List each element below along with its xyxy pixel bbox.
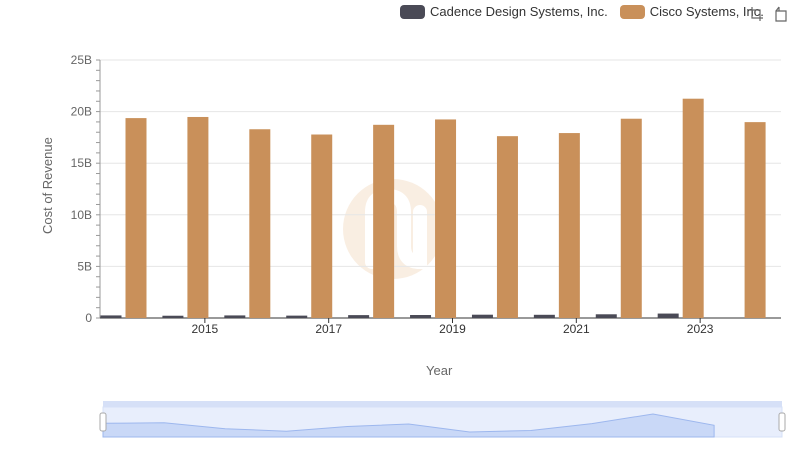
legend-label-cadence: Cadence Design Systems, Inc. bbox=[430, 4, 608, 19]
x-tick-label: 2019 bbox=[439, 322, 466, 336]
bar-cisco[interactable] bbox=[497, 136, 518, 318]
y-axis: 0 5B 10B 15B 20B 25B bbox=[71, 53, 100, 325]
bar-cadence[interactable] bbox=[658, 314, 679, 318]
legend-swatch-cadence bbox=[400, 5, 425, 19]
bar-cadence[interactable] bbox=[348, 315, 369, 318]
data-zoom-slider[interactable] bbox=[100, 401, 785, 437]
bar-cisco[interactable] bbox=[249, 129, 270, 318]
legend-item-cadence[interactable]: Cadence Design Systems, Inc. bbox=[400, 4, 608, 19]
bar-cadence[interactable] bbox=[224, 315, 245, 318]
legend-item-cisco[interactable]: Cisco Systems, Inc. bbox=[620, 4, 764, 19]
legend: Cadence Design Systems, Inc. Cisco Syste… bbox=[400, 4, 776, 19]
x-tick-label: 2023 bbox=[687, 322, 714, 336]
zoom-handle-bar[interactable] bbox=[103, 401, 782, 407]
x-tick-label: 2021 bbox=[563, 322, 590, 336]
x-tick-label: 2015 bbox=[192, 322, 219, 336]
bar-cadence[interactable] bbox=[286, 316, 307, 318]
bar-cisco[interactable] bbox=[435, 119, 456, 318]
zoom-reset-icon[interactable] bbox=[773, 6, 789, 22]
bar-cadence[interactable] bbox=[596, 314, 617, 318]
y-tick-label: 15B bbox=[71, 156, 92, 170]
bar-cadence[interactable] bbox=[534, 315, 555, 318]
bar-cisco[interactable] bbox=[683, 99, 704, 318]
bar-cadence[interactable] bbox=[410, 315, 431, 318]
x-tick-label: 2017 bbox=[315, 322, 342, 336]
zoom-handle-left[interactable] bbox=[100, 413, 106, 431]
y-tick-label: 5B bbox=[77, 259, 92, 273]
bar-cisco[interactable] bbox=[126, 118, 147, 318]
bar-cisco[interactable] bbox=[745, 122, 766, 318]
bar-cadence[interactable] bbox=[101, 315, 122, 318]
y-tick-label: 20B bbox=[71, 105, 92, 119]
x-axis: 2015 2017 2019 2021 2023 bbox=[100, 318, 781, 336]
zoom-handle-right[interactable] bbox=[779, 413, 785, 431]
zoom-icon[interactable] bbox=[748, 6, 764, 22]
bar-cisco[interactable] bbox=[559, 133, 580, 318]
bar-cisco[interactable] bbox=[187, 117, 208, 318]
legend-label-cisco: Cisco Systems, Inc. bbox=[650, 4, 764, 19]
bar-cisco[interactable] bbox=[311, 135, 332, 318]
bar-cisco[interactable] bbox=[621, 119, 642, 318]
y-tick-label: 25B bbox=[71, 53, 92, 67]
bar-cadence[interactable] bbox=[472, 315, 493, 318]
legend-swatch-cisco bbox=[620, 5, 645, 19]
y-tick-label: 0 bbox=[85, 311, 92, 325]
bar-cadence[interactable] bbox=[162, 316, 183, 318]
x-axis-title: Year bbox=[426, 363, 452, 378]
bar-cisco[interactable] bbox=[373, 125, 394, 318]
y-axis-title: Cost of Revenue bbox=[40, 137, 55, 234]
y-tick-label: 10B bbox=[71, 208, 92, 222]
